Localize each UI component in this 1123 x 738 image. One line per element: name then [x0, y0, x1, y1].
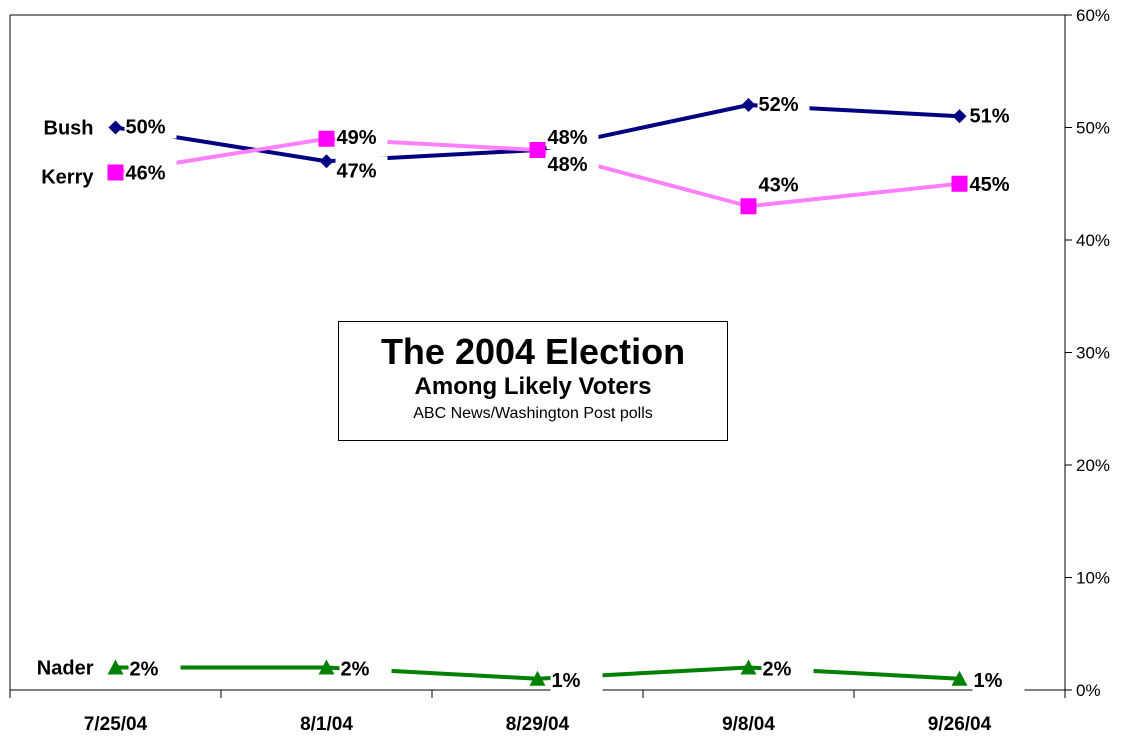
y-tick-label: 40% [1076, 231, 1110, 250]
data-label: 1% [552, 670, 581, 692]
marker-diamond [108, 120, 123, 135]
marker-triangle [529, 670, 546, 686]
y-tick-label: 50% [1076, 119, 1110, 138]
y-tick-label: 20% [1076, 456, 1110, 475]
data-label: 48% [548, 154, 588, 176]
marker-triangle [740, 659, 757, 675]
data-label-bg [339, 654, 392, 681]
x-tick-label: 7/25/04 [84, 714, 148, 735]
marker-triangle [951, 670, 968, 686]
chart-title-box: The 2004 Election Among Likely Voters AB… [338, 321, 728, 441]
data-label-bg [546, 150, 599, 176]
x-tick-label: 8/1/04 [300, 714, 353, 735]
marker-square [529, 142, 546, 158]
chart-title: The 2004 Election [380, 331, 686, 372]
data-label-bg [124, 158, 177, 185]
data-label-bg [335, 156, 388, 183]
data-label-bg [546, 123, 599, 149]
series-label-bush: Bush [44, 118, 94, 140]
x-tick-label: 9/26/04 [928, 714, 992, 735]
data-label: 45% [970, 174, 1010, 196]
chart-source: ABC News/Washington Post polls [413, 405, 653, 422]
data-label-bg [968, 101, 1021, 128]
data-label: 43% [759, 174, 799, 196]
data-label-bg [335, 122, 388, 149]
data-label-bg [972, 665, 1025, 692]
data-label: 47% [337, 160, 377, 182]
data-label: 51% [970, 105, 1010, 127]
data-label: 2% [130, 659, 159, 681]
y-tick-label: 0% [1076, 681, 1101, 700]
data-label: 49% [337, 127, 377, 149]
data-label-bg [128, 654, 181, 681]
data-label-bg [757, 170, 810, 197]
data-label: 2% [763, 659, 792, 681]
x-tick-label: 9/8/04 [722, 714, 775, 735]
marker-square [951, 175, 968, 192]
data-label: 46% [126, 163, 166, 185]
y-tick-label: 30% [1076, 344, 1110, 363]
series-label-nader: Nader [37, 658, 94, 680]
data-label-bg [761, 654, 814, 681]
marker-square [107, 164, 124, 181]
marker-square [740, 198, 757, 215]
y-tick-label: 60% [1076, 6, 1110, 25]
marker-triangle [107, 659, 124, 675]
data-label: 2% [341, 659, 370, 681]
data-label-bg [968, 169, 1021, 196]
data-label-bg [550, 665, 603, 692]
y-tick-label: 10% [1076, 569, 1110, 588]
marker-square [318, 130, 335, 147]
marker-diamond [952, 109, 967, 124]
data-label: 52% [759, 94, 799, 116]
series-label-kerry: Kerry [41, 167, 94, 189]
data-label: 1% [974, 670, 1003, 692]
x-tick-label: 8/29/04 [506, 714, 570, 735]
marker-diamond [741, 98, 756, 112]
marker-diamond [319, 154, 334, 169]
data-label: 48% [548, 127, 588, 149]
data-label-bg [757, 90, 810, 116]
chart-subtitle: Among Likely Voters [414, 373, 652, 400]
data-label-bg [124, 112, 177, 139]
data-label: 50% [126, 117, 166, 139]
marker-triangle [318, 659, 335, 675]
